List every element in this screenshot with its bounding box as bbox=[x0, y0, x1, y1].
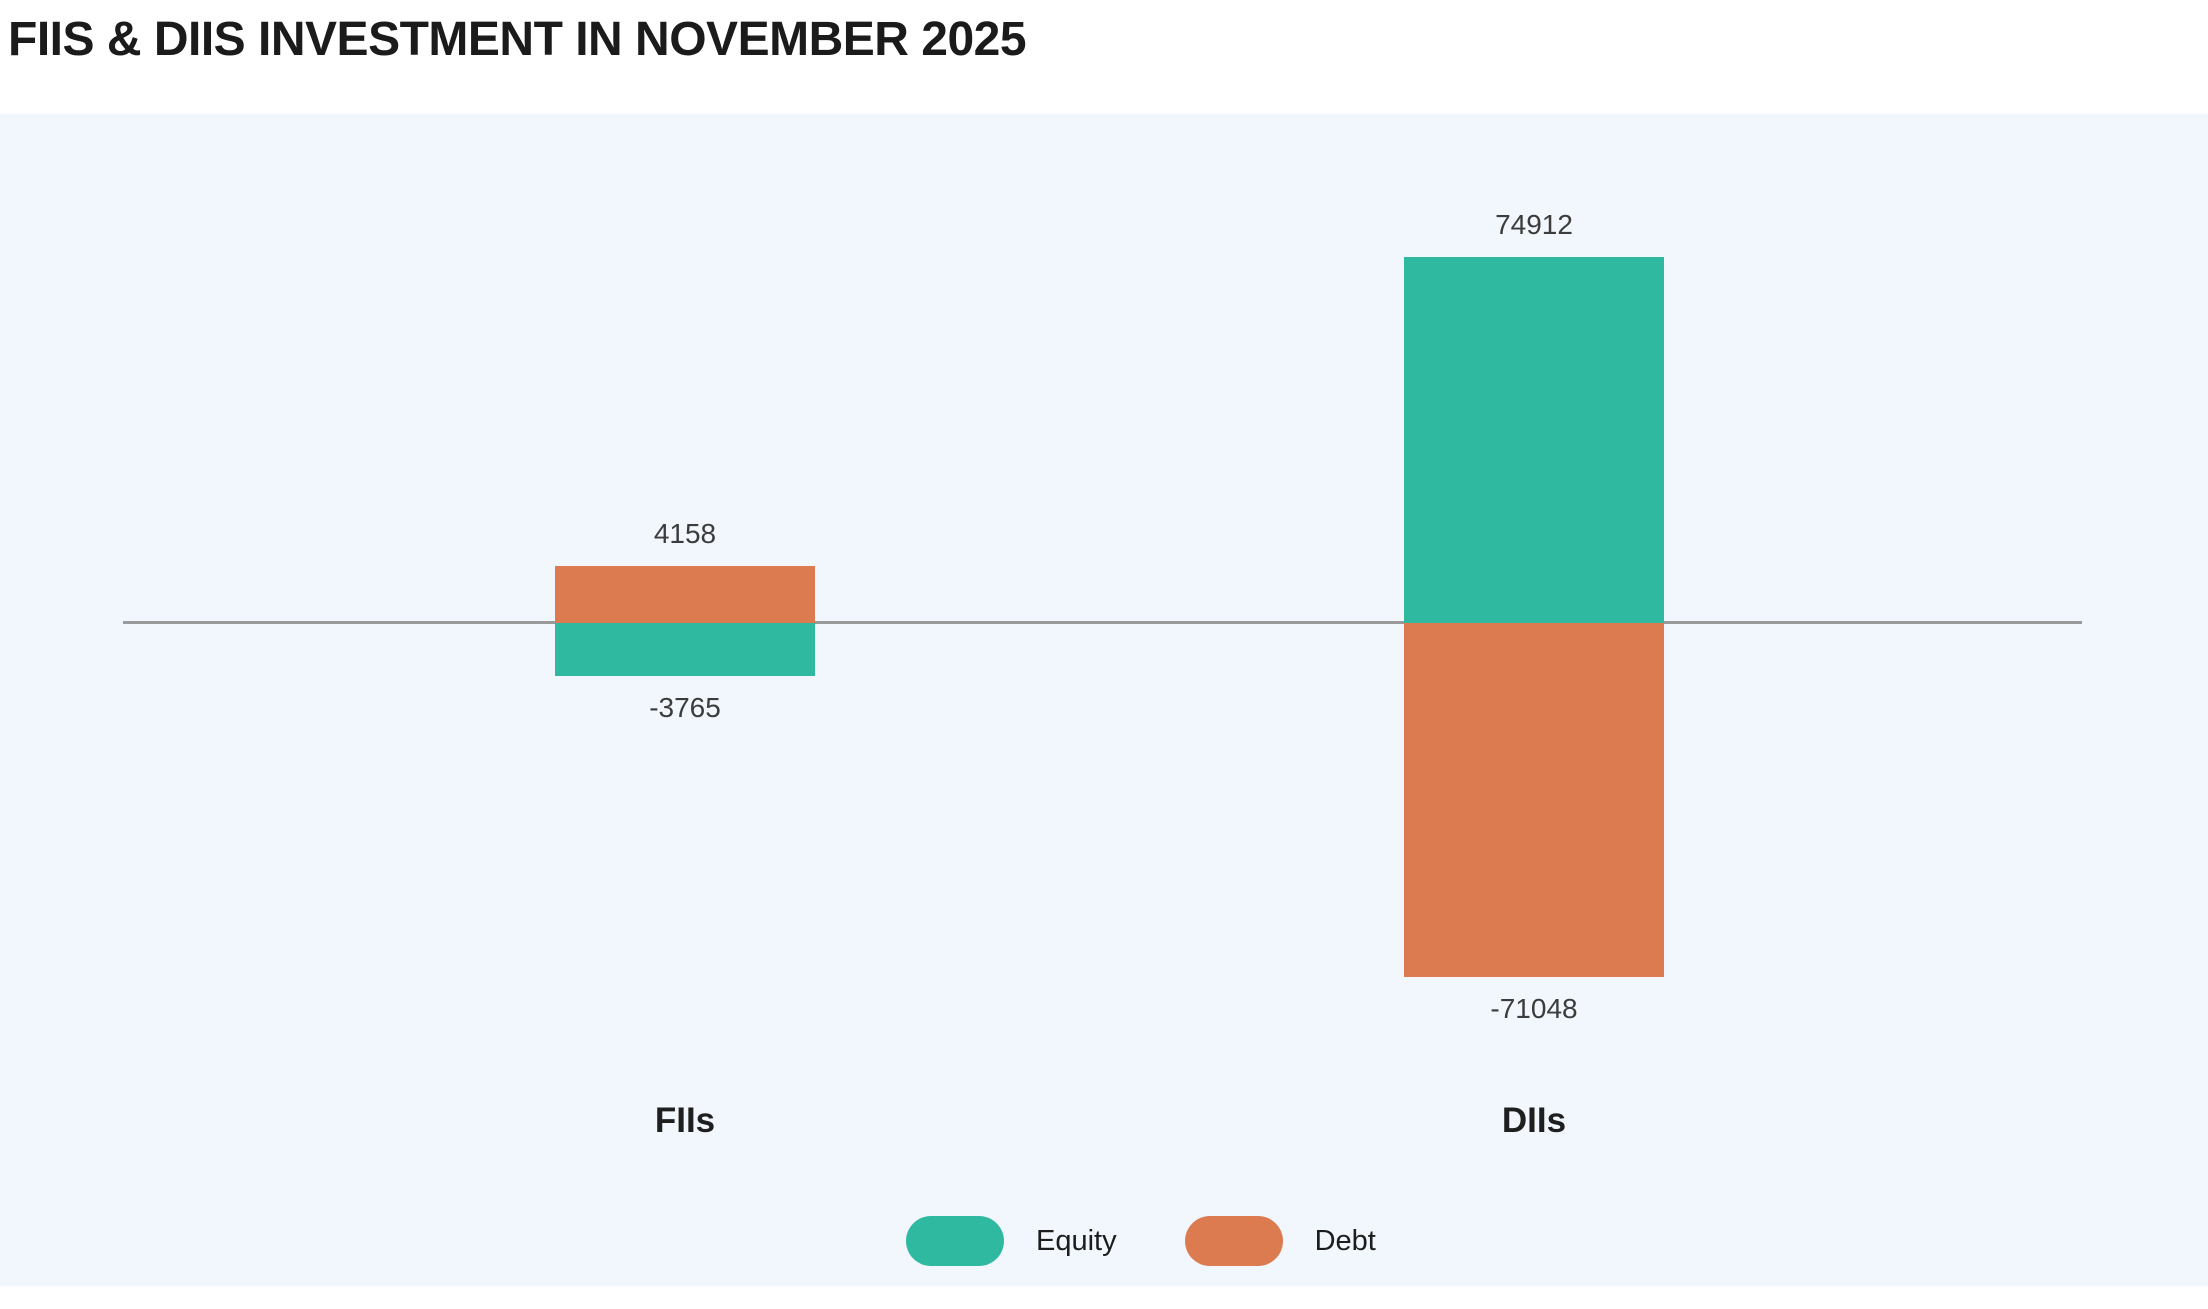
bar-diis-debt bbox=[1404, 623, 1664, 978]
bar-group-fiis: 4158 -3765 FIIs bbox=[555, 114, 815, 1286]
bar-fiis-debt bbox=[555, 566, 815, 623]
value-label-fiis-equity: -3765 bbox=[649, 692, 721, 724]
value-label-fiis-debt: 4158 bbox=[653, 518, 717, 550]
bar-diis-equity bbox=[1404, 256, 1664, 623]
legend-swatch-debt[interactable] bbox=[1184, 1216, 1283, 1266]
legend-label-equity[interactable]: Equity bbox=[1036, 1224, 1117, 1257]
chart-legend: Equity Debt bbox=[906, 1216, 1376, 1266]
value-label-diis-equity: 74912 bbox=[1495, 208, 1573, 240]
category-label-diis: DIIs bbox=[1501, 1101, 1567, 1140]
zero-axis-line bbox=[123, 621, 2082, 624]
category-label-fiis: FIIs bbox=[654, 1101, 716, 1140]
legend-swatch-equity[interactable] bbox=[906, 1216, 1004, 1266]
bar-fiis-equity bbox=[555, 623, 815, 677]
bar-group-diis: 74912 -71048 DIIs bbox=[1404, 114, 1664, 1286]
chart-panel: 4158 -3765 FIIs 74912 -71048 DIIs Equity… bbox=[0, 114, 2208, 1286]
page-title: FIIS & DIIS INVESTMENT IN NOVEMBER 2025 bbox=[8, 13, 1027, 66]
value-label-diis-debt: -71048 bbox=[1490, 993, 1578, 1025]
legend-label-debt[interactable]: Debt bbox=[1314, 1224, 1376, 1257]
